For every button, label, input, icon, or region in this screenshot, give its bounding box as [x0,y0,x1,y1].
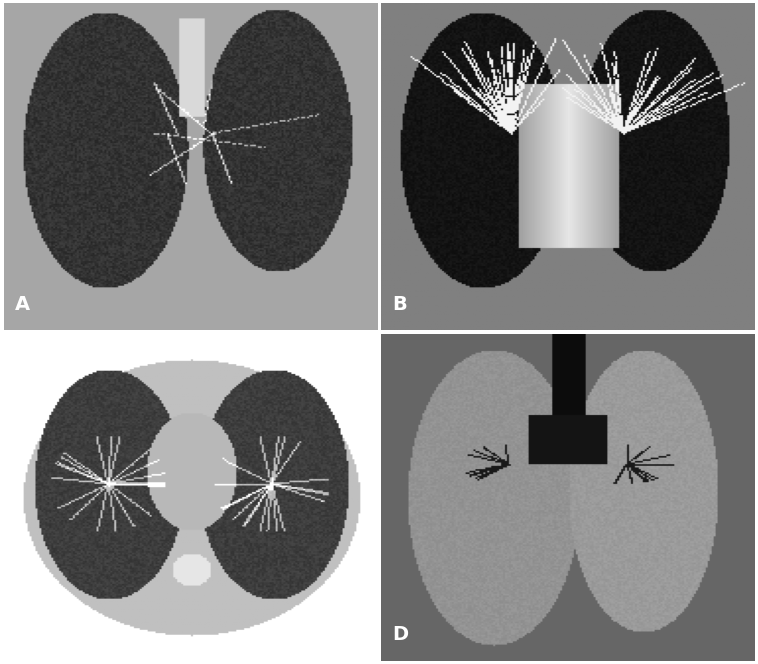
Text: 10 cm: 10 cm [291,625,321,635]
Text: B: B [392,295,407,314]
Text: A: A [15,295,30,314]
Text: C: C [15,625,30,644]
Text: D: D [392,625,409,644]
